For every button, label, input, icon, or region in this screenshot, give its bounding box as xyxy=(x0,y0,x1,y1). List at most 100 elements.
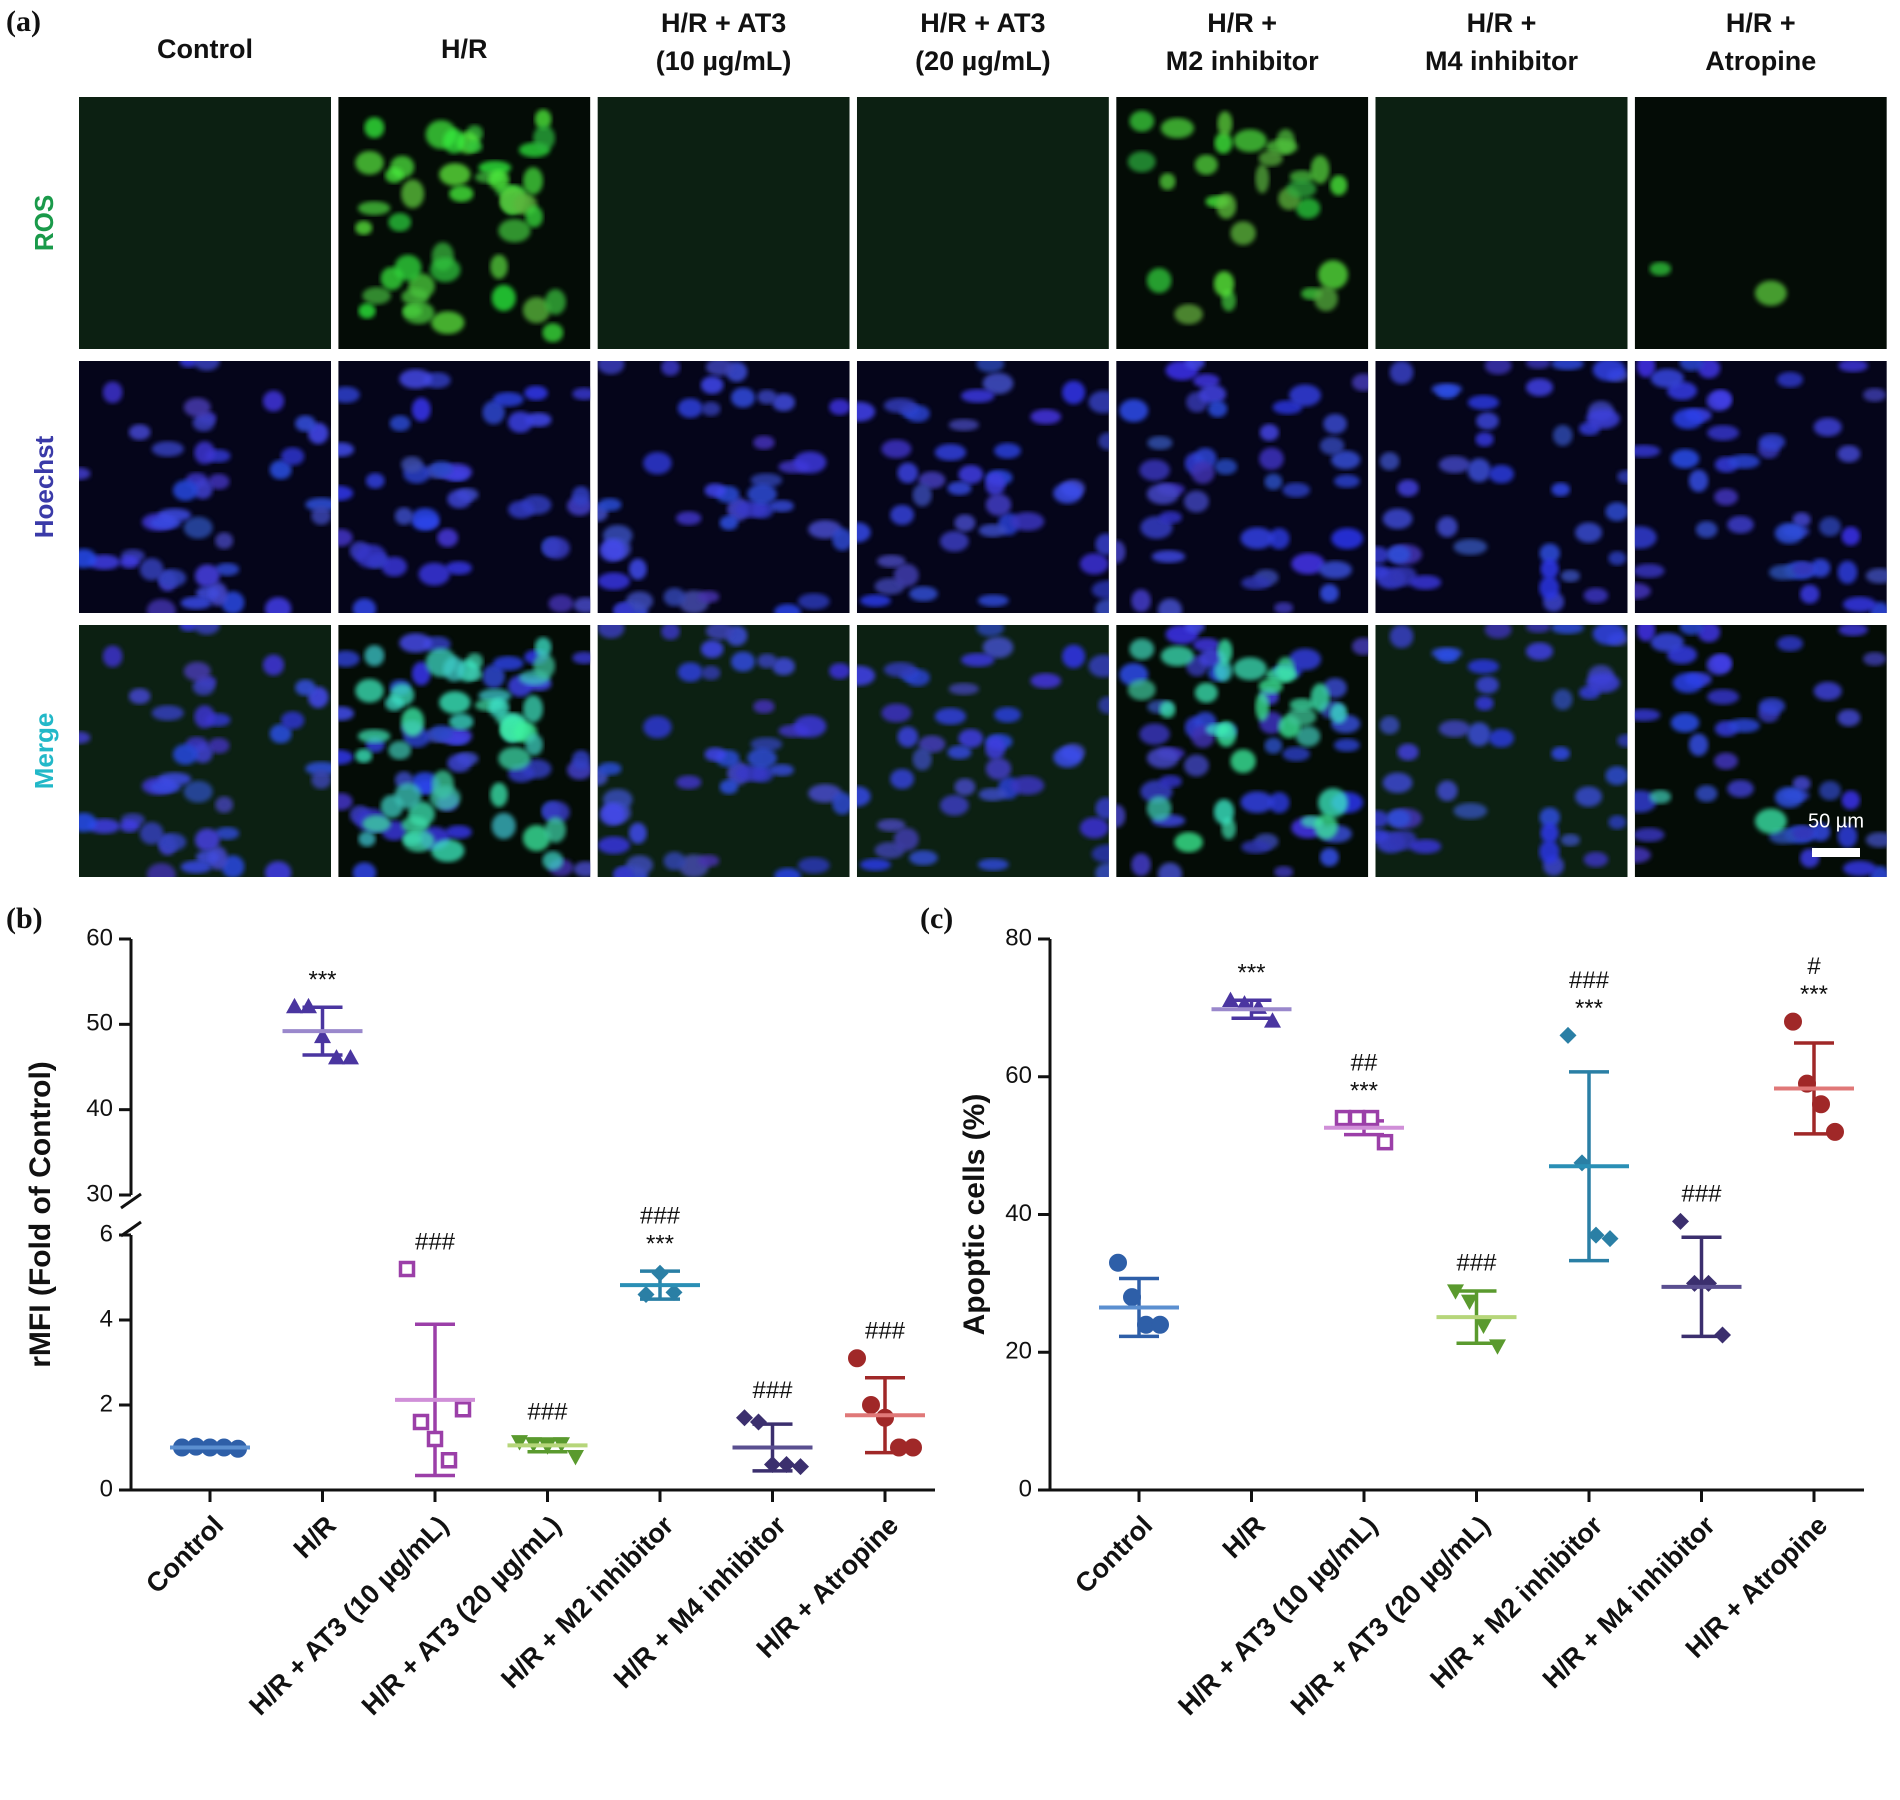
ros-signal xyxy=(1146,795,1172,822)
nucleus xyxy=(1467,659,1500,674)
nucleus xyxy=(1799,584,1820,604)
nucleus xyxy=(912,483,932,507)
tile-bg xyxy=(1375,97,1628,349)
data-point xyxy=(426,1430,444,1448)
data-point xyxy=(398,1260,416,1278)
nucleus xyxy=(1183,754,1209,777)
nucleus xyxy=(958,728,984,748)
nucleus xyxy=(1453,802,1488,819)
nucleus xyxy=(753,435,775,450)
nucleus xyxy=(612,602,633,613)
nucleus xyxy=(1436,385,1458,399)
nucleus xyxy=(1157,862,1183,877)
nucleus xyxy=(1695,521,1718,539)
ros-signal xyxy=(544,817,566,843)
y-tick-label: 6 xyxy=(100,1220,113,1247)
nucleus xyxy=(571,750,591,770)
ros-signal xyxy=(388,212,412,232)
nucleus xyxy=(338,485,354,501)
column-header: H/R + AT3 xyxy=(920,8,1045,38)
nucleus xyxy=(79,548,97,569)
x-tick-label: H/R + AT3 (10 µg/mL) xyxy=(243,1510,454,1721)
nucleus xyxy=(1323,413,1347,434)
data-point xyxy=(876,1408,894,1427)
nucleus xyxy=(1865,568,1887,584)
y-tick-label: 4 xyxy=(100,1305,113,1332)
data-point xyxy=(300,997,317,1014)
nucleus xyxy=(753,699,775,714)
column-header: H/R + AT3 xyxy=(661,8,786,38)
ros-signal xyxy=(1258,150,1283,167)
nucleus xyxy=(1268,528,1290,550)
nucleus xyxy=(1863,387,1887,402)
ros-signal xyxy=(465,668,483,681)
ros-signal xyxy=(522,824,551,852)
nucleus xyxy=(1116,804,1126,828)
nucleus xyxy=(1774,522,1804,544)
significance: *** xyxy=(308,967,336,994)
data-point xyxy=(511,1435,528,1451)
nucleus xyxy=(338,442,355,457)
nucleus xyxy=(1810,822,1831,842)
nucleus xyxy=(1095,862,1109,877)
nucleus xyxy=(675,775,702,790)
nucleus xyxy=(1551,361,1584,371)
nucleus xyxy=(158,772,192,786)
nucleus xyxy=(1319,436,1345,455)
ros-signal xyxy=(1255,164,1270,194)
nucleus xyxy=(757,389,777,405)
micrograph xyxy=(79,97,331,349)
nucleus xyxy=(599,802,626,826)
nucleus xyxy=(1131,589,1151,613)
data-point xyxy=(1672,1212,1689,1230)
column-header: M2 inhibitor xyxy=(1166,46,1319,76)
nucleus xyxy=(1583,851,1609,868)
column-header: M4 inhibitor xyxy=(1425,46,1578,76)
ros-signal xyxy=(402,829,435,853)
y-axis-title: Apoptic cells (%) xyxy=(958,1094,991,1336)
nucleus xyxy=(194,828,220,852)
nucleus xyxy=(338,650,360,668)
nucleus xyxy=(747,747,777,769)
nucleus xyxy=(1634,444,1661,458)
nucleus xyxy=(1139,723,1170,745)
nucleus xyxy=(1484,625,1512,639)
nucleus xyxy=(677,398,703,418)
scale-bar-label: 50 µm xyxy=(1808,810,1864,832)
nucleus xyxy=(1131,853,1151,877)
y-tick-label: 60 xyxy=(1005,1062,1032,1089)
nucleus xyxy=(1240,791,1274,814)
nucleus xyxy=(1634,846,1652,864)
nucleus xyxy=(597,625,625,639)
nucleus xyxy=(612,866,633,877)
nucleus xyxy=(985,472,1006,496)
nucleus xyxy=(985,493,1012,516)
ros-signal xyxy=(1318,260,1349,290)
nucleus xyxy=(719,779,739,795)
nucleus xyxy=(1318,560,1352,579)
nucleus xyxy=(179,625,198,632)
ros-signal xyxy=(1754,808,1787,834)
nucleus xyxy=(1436,649,1458,663)
nucleus xyxy=(909,586,938,602)
nucleus xyxy=(102,381,123,404)
ros-signal xyxy=(1194,682,1218,703)
nucleus xyxy=(102,645,123,668)
nucleus xyxy=(1525,625,1551,633)
ros-signal xyxy=(1295,725,1321,747)
nucleus xyxy=(1159,511,1183,524)
y-tick-label: 0 xyxy=(100,1475,113,1502)
nucleus xyxy=(1030,673,1062,689)
nucleus xyxy=(1592,625,1626,646)
data-point xyxy=(1362,1109,1380,1127)
nucleus xyxy=(1475,696,1494,711)
nucleus xyxy=(207,473,230,490)
nucleus xyxy=(1282,482,1311,498)
ros-signal xyxy=(1174,832,1203,853)
nucleus xyxy=(625,855,654,876)
ros-signal xyxy=(488,697,510,719)
micrograph xyxy=(1634,625,1887,877)
nucleus xyxy=(262,654,285,676)
nucleus xyxy=(909,850,938,866)
nucleus xyxy=(719,515,739,531)
